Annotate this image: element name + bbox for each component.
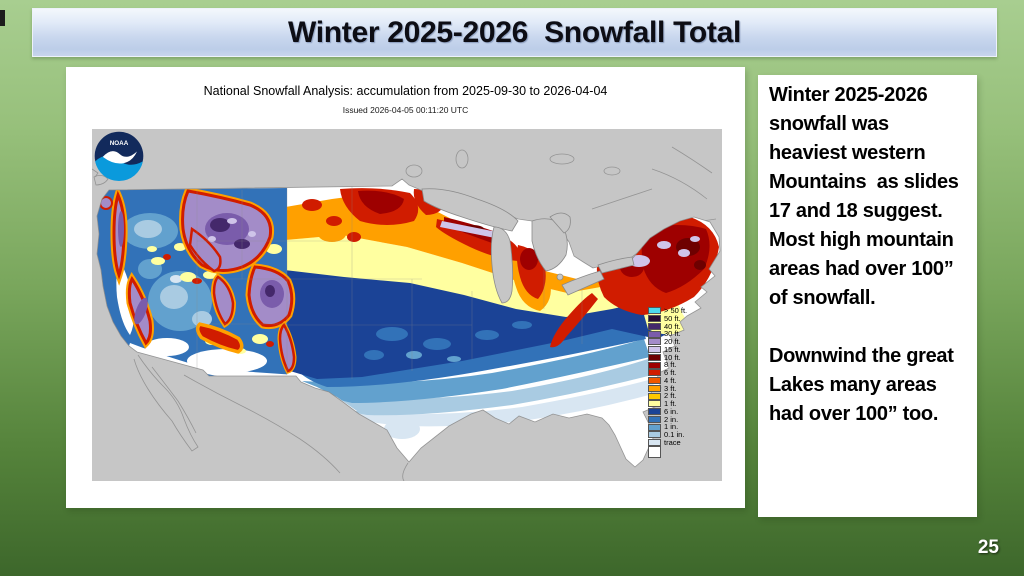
legend-item: 3 ft. [648,383,720,393]
us-snowfall-map: > 50 ft. 50 ft. 40 ft. 30 ft. 20 ft. 15 ft. 10… [92,129,722,481]
snowfall-map-graphic [92,129,722,481]
legend-swatch [648,377,661,385]
legend-label: 0.1 in. [664,430,685,439]
legend-swatch [648,400,661,408]
legend-label: 30 ft. [664,329,681,339]
legend-swatch [648,423,661,431]
page-number: 25 [977,537,999,558]
legend-item: 10 ft. [648,352,720,362]
legend: > 50 ft. 50 ft. 40 ft. 30 ft. 20 ft. 15 ft. 10… [648,307,720,458]
legend-swatch [648,307,661,315]
legend-swatch [648,338,661,346]
legend-item: 4 ft. [648,375,720,385]
legend-swatch [648,392,661,400]
legend-label: 1 ft. [664,399,677,408]
legend-swatch [648,322,661,330]
legend-item: 15 ft. [648,344,720,354]
legend-label: 3 ft. [664,383,677,393]
legend-label: 6 in. [664,406,679,416]
legend-swatch [648,330,661,338]
legend-item: 40 ft. [648,321,720,331]
legend-item: 1 ft. [648,400,720,408]
legend-label: 20 ft. [664,337,681,346]
legend-item: 2 in. [648,414,720,424]
legend-item: 6 in. [648,406,720,416]
legend-item: 30 ft. [648,330,720,338]
legend-label: 50 ft. [664,313,681,323]
legend-swatch [648,361,661,369]
legend-swatch [648,369,661,377]
legend-swatch [648,315,661,323]
commentary-paragraph-2: Downwind the great Lakes many areas had … [769,345,959,425]
legend-item: 50 ft. [648,313,720,323]
legend-label: 4 ft. [664,375,677,385]
legend-item: 0.1 in. [648,431,720,439]
legend-swatch [648,431,661,439]
legend-swatch [648,439,661,447]
legend-swatch [648,415,661,423]
legend-label: 2 ft. [664,391,677,401]
legend-swatch [648,408,661,416]
legend-item: 20 ft. [648,338,720,346]
commentary-paragraph-1: Winter 2025-2026 snowfall was heaviest w… [769,84,964,309]
slide-title-bar: Winter 2025-2026 Snowfall Total [32,8,997,57]
map-issued-timestamp: Issued 2026-04-05 00:11:20 UTC [342,105,469,115]
legend-swatch [648,346,661,354]
legend-label: 8 ft. [664,360,677,370]
screen-edge-artifact [0,10,5,26]
legend-item: 8 ft. [648,361,720,369]
legend-swatch [648,353,661,361]
legend-label: trace [664,437,681,447]
legend-item: 6 ft. [648,369,720,377]
legend-label: 40 ft. [664,321,681,331]
legend-label: 6 ft. [664,368,677,377]
legend-item: 2 ft. [648,392,720,400]
legend-label: 1 in. [664,422,679,432]
legend-label: > 50 ft. [664,306,688,315]
noaa-logo: NOAA [94,131,144,182]
snowfall-map-panel: National Snowfall Analysis: accumulation… [66,67,745,508]
commentary-box: Winter 2025-2026 snowfall was heaviest w… [758,75,977,517]
legend-label: 15 ft. [664,344,681,354]
svg-text:NOAA: NOAA [110,140,129,147]
legend-item: trace [648,437,720,447]
legend-label: 10 ft. [664,352,681,362]
legend-label: 2 in. [664,414,679,424]
slide-title: Winter 2025-2026 Snowfall Total [287,15,742,49]
legend-swatch [648,446,661,458]
legend-item [648,446,720,458]
legend-item: > 50 ft. [648,307,720,315]
legend-swatch [648,384,661,392]
legend-item: 1 in. [648,423,720,431]
map-title: National Snowfall Analysis: accumulation… [203,84,608,98]
